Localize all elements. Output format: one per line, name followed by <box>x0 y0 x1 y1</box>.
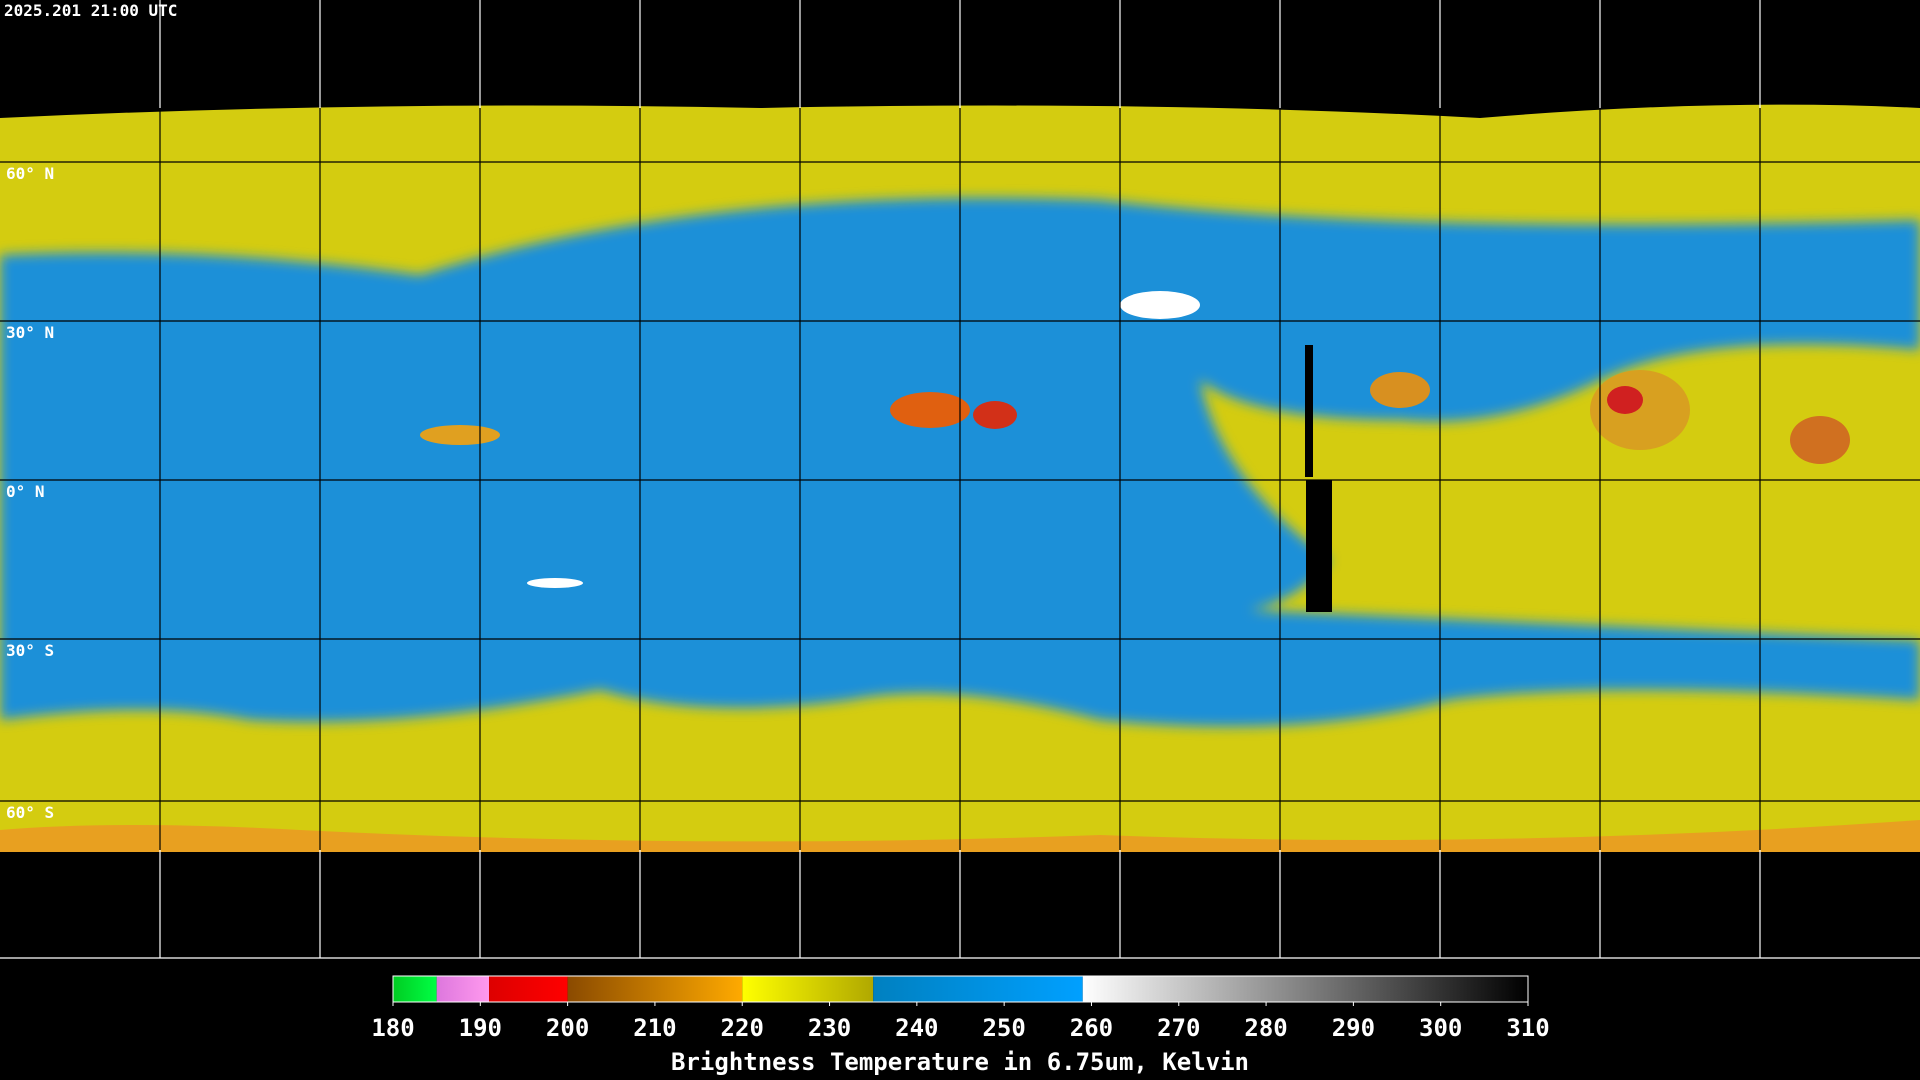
colorbar-tick-label: 210 <box>633 1014 676 1042</box>
latitude-label: 30° N <box>6 323 54 342</box>
colorbar-segment <box>873 976 1083 1002</box>
latitude-label: 60° N <box>6 164 54 183</box>
colorbar-tick-label: 300 <box>1419 1014 1462 1042</box>
colorbar-label: Brightness Temperature in 6.75um, Kelvin <box>671 1048 1249 1076</box>
very-dry-spot <box>527 578 583 588</box>
storm-cell <box>1370 372 1430 408</box>
missing-data <box>1306 480 1332 612</box>
colorbar-tick-label: 230 <box>808 1014 851 1042</box>
colorbar-tick-label: 220 <box>721 1014 764 1042</box>
colorbar-segment <box>567 976 743 1002</box>
colorbar-tick-label: 240 <box>895 1014 938 1042</box>
storm-cell <box>420 425 500 445</box>
latitude-label: 0° N <box>6 482 45 501</box>
colorbar-tick-label: 250 <box>982 1014 1025 1042</box>
latitude-label: 30° S <box>6 641 54 660</box>
colorbar-segment <box>489 976 568 1002</box>
storm-cell <box>890 392 970 428</box>
colorbar-tick-label: 280 <box>1244 1014 1287 1042</box>
colorbar: 180 190 200 210 220 230 240 250 260 270 280 290 300 3… <box>371 975 1550 1042</box>
storm-cell <box>1590 370 1690 450</box>
storm-cell <box>1790 416 1850 464</box>
missing-data <box>1305 345 1313 477</box>
colorbar-segment <box>742 976 874 1002</box>
colorbar-frame <box>392 975 1529 1003</box>
storm-cell <box>973 401 1017 429</box>
colorbar-tick-label: 270 <box>1157 1014 1200 1042</box>
very-dry-spot <box>1120 291 1200 319</box>
colorbar-segment <box>1082 976 1528 1002</box>
convection <box>420 370 1850 464</box>
latitude-label: 60° S <box>6 803 54 822</box>
colorbar-tick-label: 260 <box>1070 1014 1113 1042</box>
storm-cell <box>1607 386 1643 414</box>
colorbar-tick-label: 180 <box>371 1014 414 1042</box>
colorbar-segment <box>436 976 490 1002</box>
colorbar-tick-label: 190 <box>459 1014 502 1042</box>
timestamp: 2025.201 21:00 UTC <box>4 1 177 20</box>
colorbar-segment <box>393 976 437 1002</box>
map: 60° N 30° N 0° N 30° S 60° S <box>0 0 1920 959</box>
colorbar-tick-label: 200 <box>546 1014 589 1042</box>
colorbar-tick-label: 290 <box>1332 1014 1375 1042</box>
colorbar-tick-label: 310 <box>1506 1014 1549 1042</box>
